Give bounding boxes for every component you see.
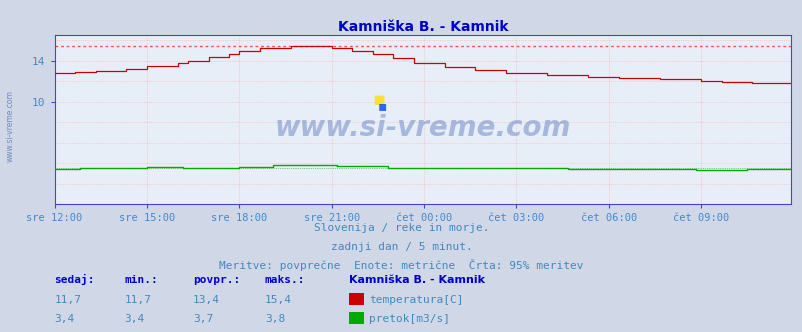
Text: temperatura[C]: temperatura[C] (369, 295, 464, 305)
Text: ▪: ▪ (371, 90, 385, 109)
Text: 3,4: 3,4 (55, 314, 75, 324)
Text: Slovenija / reke in morje.: Slovenija / reke in morje. (314, 223, 488, 233)
Text: 3,7: 3,7 (192, 314, 213, 324)
Text: 3,8: 3,8 (265, 314, 285, 324)
Text: sedaj:: sedaj: (55, 274, 95, 285)
Text: www.si-vreme.com: www.si-vreme.com (6, 90, 15, 162)
Text: povpr.:: povpr.: (192, 275, 240, 285)
Text: ▪: ▪ (377, 99, 387, 113)
Text: min.:: min.: (124, 275, 158, 285)
Text: 11,7: 11,7 (55, 295, 82, 305)
Text: zadnji dan / 5 minut.: zadnji dan / 5 minut. (330, 242, 472, 252)
Text: pretok[m3/s]: pretok[m3/s] (369, 314, 450, 324)
Text: www.si-vreme.com: www.si-vreme.com (274, 114, 570, 142)
Text: Meritve: povprečne  Enote: metrične  Črta: 95% meritev: Meritve: povprečne Enote: metrične Črta:… (219, 259, 583, 271)
Text: maks.:: maks.: (265, 275, 305, 285)
Text: 3,4: 3,4 (124, 314, 144, 324)
Text: 11,7: 11,7 (124, 295, 152, 305)
Text: Kamniška B. - Kamnik: Kamniška B. - Kamnik (349, 275, 484, 285)
Text: 13,4: 13,4 (192, 295, 220, 305)
Title: Kamniška B. - Kamnik: Kamniška B. - Kamnik (337, 20, 508, 34)
Text: 15,4: 15,4 (265, 295, 292, 305)
